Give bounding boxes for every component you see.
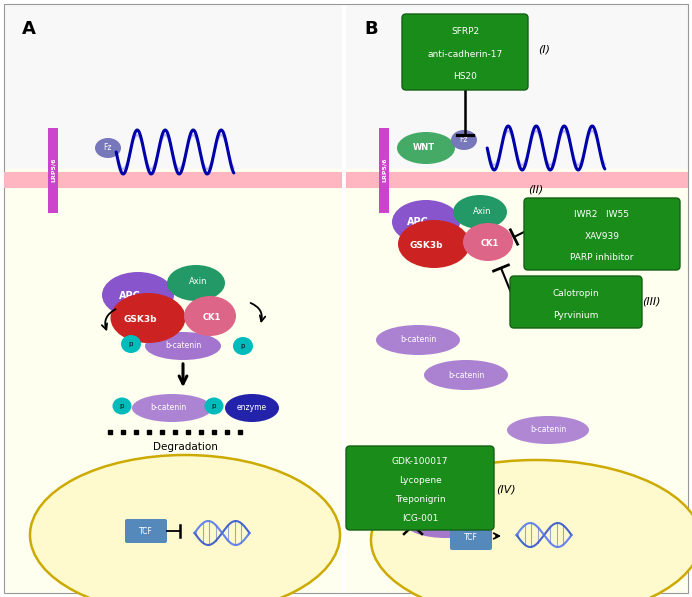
Ellipse shape — [507, 416, 589, 444]
Bar — [346, 4, 688, 169]
Text: GSK3b: GSK3b — [123, 315, 157, 324]
Bar — [379, 128, 389, 213]
FancyBboxPatch shape — [524, 198, 680, 270]
Ellipse shape — [225, 394, 279, 422]
Ellipse shape — [184, 296, 236, 336]
Ellipse shape — [132, 394, 212, 422]
Text: p: p — [212, 403, 216, 409]
Ellipse shape — [424, 360, 508, 390]
Ellipse shape — [463, 223, 513, 261]
Text: CK1: CK1 — [203, 312, 221, 322]
Ellipse shape — [406, 510, 486, 538]
Ellipse shape — [451, 130, 477, 150]
Text: PARP inhibitor: PARP inhibitor — [570, 253, 634, 262]
Bar — [346, 4, 688, 593]
Text: CK1: CK1 — [481, 238, 499, 248]
Text: (IV): (IV) — [496, 485, 516, 495]
Text: Fz: Fz — [459, 136, 468, 144]
Text: B: B — [364, 20, 378, 38]
Ellipse shape — [233, 337, 253, 355]
Ellipse shape — [95, 138, 121, 158]
Text: b-catenin: b-catenin — [400, 336, 436, 344]
Bar — [4, 4, 342, 593]
Text: Fz: Fz — [104, 143, 112, 152]
Text: TCF: TCF — [464, 534, 478, 543]
Text: HS20: HS20 — [453, 72, 477, 81]
Ellipse shape — [376, 325, 460, 355]
Ellipse shape — [121, 335, 141, 353]
Text: b-catenin: b-catenin — [165, 341, 201, 350]
Text: Axin: Axin — [189, 278, 207, 287]
Text: ICG-001: ICG-001 — [402, 514, 438, 523]
Ellipse shape — [145, 332, 221, 360]
Text: (II): (II) — [528, 185, 543, 195]
Ellipse shape — [167, 265, 225, 301]
Text: p: p — [120, 403, 124, 409]
FancyBboxPatch shape — [125, 519, 167, 543]
FancyBboxPatch shape — [510, 276, 642, 328]
Text: b-catenin: b-catenin — [150, 404, 186, 413]
Text: APC: APC — [407, 217, 429, 227]
Text: Axin: Axin — [473, 207, 491, 216]
Text: Lycopene: Lycopene — [399, 476, 441, 485]
Ellipse shape — [102, 272, 174, 318]
Text: p: p — [129, 341, 133, 347]
Bar — [346, 172, 688, 188]
Text: enzyme: enzyme — [237, 404, 267, 413]
Text: (I): (I) — [538, 45, 550, 55]
Text: Treponigrin: Treponigrin — [394, 495, 446, 504]
Text: XAV939: XAV939 — [585, 232, 619, 241]
Text: A: A — [22, 20, 36, 38]
Ellipse shape — [113, 398, 131, 414]
Ellipse shape — [392, 200, 460, 244]
Text: b-catenin: b-catenin — [428, 519, 464, 528]
Text: b-catenin: b-catenin — [530, 426, 566, 435]
Ellipse shape — [111, 293, 185, 343]
Bar — [4, 172, 342, 188]
Text: TCF: TCF — [139, 527, 153, 536]
Text: p: p — [241, 343, 245, 349]
Text: APC: APC — [119, 291, 141, 301]
Text: Pyrvinium: Pyrvinium — [554, 310, 599, 320]
Text: GSK3b: GSK3b — [409, 241, 443, 250]
Text: GDK-100017: GDK-100017 — [392, 457, 448, 466]
FancyBboxPatch shape — [402, 14, 528, 90]
FancyBboxPatch shape — [450, 526, 492, 550]
Text: Degradation: Degradation — [152, 442, 217, 452]
Text: anti-cadherin-17: anti-cadherin-17 — [428, 50, 502, 59]
Text: WNT: WNT — [413, 143, 435, 152]
Ellipse shape — [371, 460, 692, 597]
Text: IWR2   IW55: IWR2 IW55 — [574, 210, 630, 219]
Ellipse shape — [398, 220, 470, 268]
Text: LRP5/6: LRP5/6 — [381, 158, 387, 182]
Ellipse shape — [205, 398, 224, 414]
FancyBboxPatch shape — [346, 446, 494, 530]
Ellipse shape — [30, 455, 340, 597]
Bar — [4, 4, 342, 169]
Text: Calotropin: Calotropin — [553, 289, 599, 298]
Ellipse shape — [397, 132, 455, 164]
Ellipse shape — [453, 195, 507, 229]
Text: SFRP2: SFRP2 — [451, 27, 479, 36]
Bar — [48, 128, 58, 213]
Text: (III): (III) — [642, 297, 660, 307]
Text: LRP5/6: LRP5/6 — [51, 158, 55, 182]
Text: b-catenin: b-catenin — [448, 371, 484, 380]
